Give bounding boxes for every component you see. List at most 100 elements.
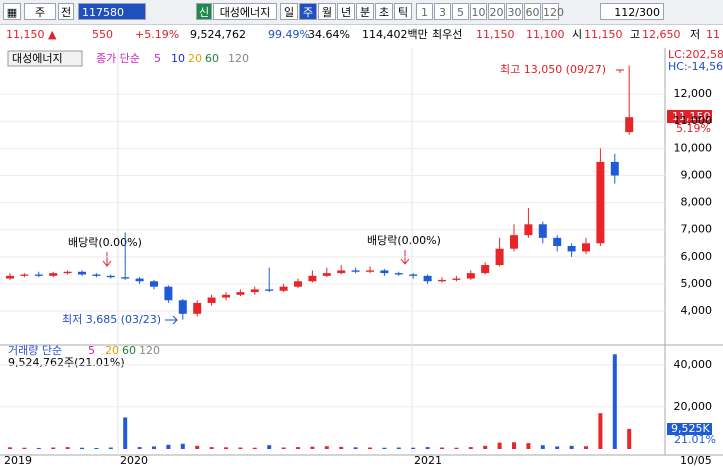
x-label: 2019 xyxy=(4,454,32,467)
candle-body xyxy=(250,289,259,293)
y-tick-label: 11,000 xyxy=(674,114,713,127)
badge: 신 xyxy=(196,3,212,20)
period-button[interactable]: 20 xyxy=(488,3,505,20)
volume-bar xyxy=(411,447,416,449)
volume-bar xyxy=(8,447,12,449)
candle-body xyxy=(466,273,475,279)
background xyxy=(0,45,723,467)
volume-bar xyxy=(94,447,99,449)
volume-bar xyxy=(339,446,344,449)
volume-bar xyxy=(555,446,560,449)
title-box xyxy=(7,50,83,67)
quote-item: 9,524,762 xyxy=(190,28,246,41)
candle-body xyxy=(193,302,202,314)
candle-body xyxy=(610,161,619,176)
period-button[interactable]: 120 xyxy=(542,3,564,20)
period-button[interactable]: 1 xyxy=(416,3,433,20)
volume-bar xyxy=(195,445,200,449)
y-tick-label: 5,000 xyxy=(681,277,713,290)
volume-bar xyxy=(108,447,113,449)
candle-body xyxy=(582,243,590,252)
x-label: 2020 xyxy=(120,454,148,467)
candle-body xyxy=(409,274,418,276)
candle-body xyxy=(380,270,389,274)
right-label: LC:202,58 xyxy=(668,48,723,61)
period-tab[interactable]: 주 xyxy=(299,3,317,20)
volume-bar xyxy=(267,445,272,449)
count-input[interactable]: 112/300 xyxy=(600,3,664,20)
quote-item: 34.64% xyxy=(308,28,350,41)
chart-title: 대성에너지 xyxy=(12,52,63,65)
y-tick-label: 12,000 xyxy=(674,87,713,100)
candle-body xyxy=(150,281,158,287)
volume-bar xyxy=(454,447,459,449)
legend-period: 60 xyxy=(205,52,219,65)
quote-item: 시 xyxy=(572,28,583,41)
period-tab[interactable]: 틱 xyxy=(394,3,412,20)
volume-bar xyxy=(310,446,315,449)
period-tab[interactable]: 일 xyxy=(280,3,298,20)
price-box xyxy=(667,110,712,123)
period-tab[interactable]: 월 xyxy=(318,3,336,20)
volume-bar xyxy=(324,446,329,449)
last-volume: 9,525K xyxy=(671,422,710,435)
candle-body xyxy=(34,274,43,276)
legend-period: 20 xyxy=(105,344,119,357)
period-button[interactable]: 5 xyxy=(452,3,469,20)
y-tick-label: 10,000 xyxy=(674,141,713,154)
candle-body xyxy=(553,237,562,246)
volume-bar xyxy=(51,447,56,449)
legend-period: 5 xyxy=(88,344,95,357)
legend-period: 10 xyxy=(171,52,185,65)
volume-bar xyxy=(224,447,228,449)
volume-bar xyxy=(209,447,214,449)
volume-bar xyxy=(166,444,171,449)
y-tick-label: 7,000 xyxy=(681,223,713,236)
last-ratio: 21.01% xyxy=(674,433,716,446)
period-button[interactable]: 30 xyxy=(506,3,523,20)
arrow xyxy=(616,69,624,73)
volume-bar xyxy=(627,428,632,449)
candle-body xyxy=(178,300,187,314)
annotation: 최저 3,685 (03/23) xyxy=(62,313,161,326)
period-tab[interactable]: 초 xyxy=(375,3,393,20)
chart-icon[interactable]: ▦ xyxy=(3,3,21,20)
annotation: 배당락(0.00%) xyxy=(68,236,142,249)
period-tab[interactable]: 분 xyxy=(356,3,374,20)
legend-period: 20 xyxy=(188,52,202,65)
candle-body xyxy=(294,281,302,287)
candle-body xyxy=(78,271,86,275)
quote-item: 11,150 xyxy=(584,28,623,41)
volume-bar xyxy=(36,447,41,449)
quote-item: 550 xyxy=(92,28,113,41)
x-label: 2021 xyxy=(414,454,442,467)
volume-bar xyxy=(80,447,84,449)
y-tick-label: 20,000 xyxy=(674,400,713,413)
volume-bar xyxy=(180,443,185,449)
candle-body xyxy=(63,271,72,274)
candle-body xyxy=(394,273,403,275)
period-button[interactable]: 60 xyxy=(524,3,541,20)
quote-item: 99.49% xyxy=(268,28,310,41)
market-select[interactable]: 주 xyxy=(24,3,56,20)
code-input[interactable]: 117580 xyxy=(78,3,146,20)
volume-bar xyxy=(440,447,444,449)
candle-body xyxy=(452,278,461,280)
last-price: 11,150 xyxy=(672,110,711,123)
quote-item: 저 xyxy=(690,28,701,41)
period-button[interactable]: 10 xyxy=(470,3,487,20)
mode-button[interactable]: 전 xyxy=(58,3,74,20)
volume-bar xyxy=(483,445,488,449)
period-button[interactable]: 3 xyxy=(434,3,451,20)
candle-body xyxy=(538,224,547,238)
volume-bar xyxy=(368,447,372,449)
candle-body xyxy=(567,246,576,252)
quote-row: 11,150 ▲ 550 +5.19% 9,524,762 99.49% 34.64% 11… xyxy=(0,25,723,46)
candle-body xyxy=(524,224,533,236)
y-tick-label: 4,000 xyxy=(681,304,713,317)
volume-bar xyxy=(123,417,128,449)
candle-body xyxy=(366,270,374,272)
period-tab[interactable]: 년 xyxy=(337,3,355,20)
